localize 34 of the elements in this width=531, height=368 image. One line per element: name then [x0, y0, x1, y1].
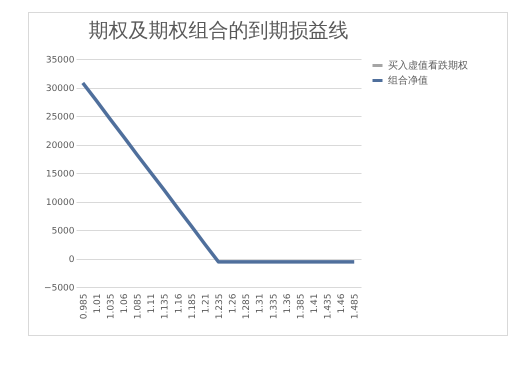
- x-tick-label: 1.035: [106, 294, 116, 320]
- legend-label: 买入虚值看跌期权: [388, 60, 468, 72]
- x-tick-label: 1.26: [228, 293, 239, 314]
- y-tick-label: 35000: [46, 56, 75, 66]
- x-tick-label: 1.435: [324, 294, 334, 320]
- x-tick-label: 0.985: [79, 294, 90, 320]
- y-tick-label: 25000: [46, 112, 75, 122]
- y-tick-label: −5000: [44, 284, 75, 294]
- x-tick-label: 1.135: [160, 294, 171, 320]
- x-tick-label: 1.21: [201, 294, 212, 314]
- x-tick-label: 1.235: [215, 294, 225, 320]
- legend-label: 组合净值: [388, 74, 428, 86]
- x-tick-label: 1.01: [92, 294, 103, 314]
- x-tick-label: 1.31: [256, 294, 266, 314]
- y-tick-label: 10000: [46, 198, 75, 208]
- x-tick-label: 1.16: [174, 293, 184, 314]
- y-tick-label: 15000: [46, 170, 75, 180]
- x-tick-label: 1.06: [120, 293, 130, 314]
- x-tick-label: 1.41: [310, 294, 320, 314]
- y-tick-label: 30000: [46, 84, 75, 94]
- x-tick-label: 1.385: [296, 294, 306, 320]
- y-tick-label: 20000: [46, 141, 75, 151]
- chart-title: 期权及期权组合的到期损益线: [88, 18, 348, 42]
- x-tick-label: 1.36: [282, 293, 293, 314]
- x-tick-label: 1.335: [269, 294, 280, 320]
- line-series: [81, 81, 356, 264]
- x-tick-label: 1.285: [242, 294, 252, 320]
- x-tick-label: 1.085: [134, 294, 144, 320]
- x-tick-label: 1.11: [147, 294, 158, 314]
- y-tick-label: 5000: [52, 226, 75, 236]
- x-tick-label: 1.46: [337, 293, 348, 314]
- y-tick-label: 0: [68, 255, 75, 265]
- x-tick-label: 1.185: [188, 294, 198, 320]
- x-tick-label: 1.485: [350, 294, 361, 320]
